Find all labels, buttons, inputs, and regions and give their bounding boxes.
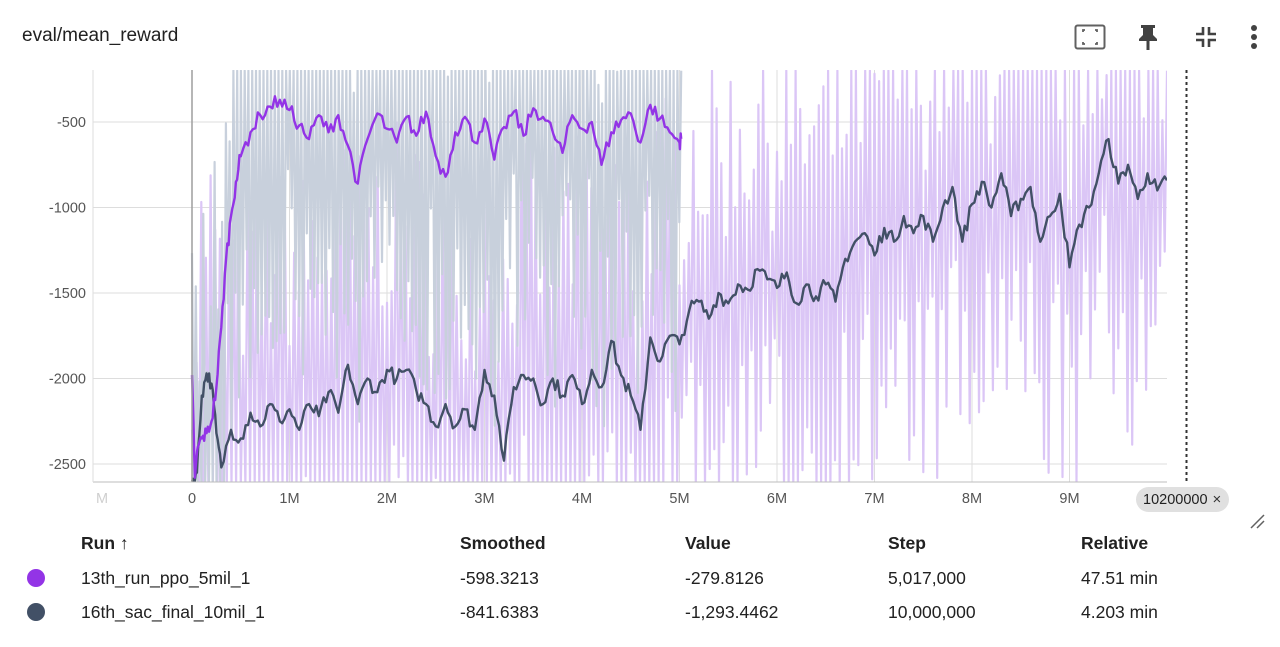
y-tick-label: -1500 [49,286,86,302]
pin-icon [1139,25,1157,50]
resize-handle-icon[interactable] [1248,512,1266,530]
smoothed-series-layer [190,95,1167,484]
column-header-run[interactable]: Run ↑ [81,533,129,553]
column-header-relative[interactable]: Relative [1081,533,1149,553]
x-tick-label: 0 [188,491,196,507]
ppo-smoothed-line[interactable] [190,95,683,479]
more-vert-icon [1251,25,1257,49]
ppo-raw-line [190,70,683,482]
raw-series-layer [190,70,1167,482]
x-tick-label: 1M [279,491,299,507]
relative-time: 47.51 min [1081,568,1158,588]
x-tick-label: 3M [474,491,494,507]
x-tick-label: 7M [864,491,884,507]
column-header-value[interactable]: Value [685,533,731,553]
y-tick-label: -2500 [49,457,86,473]
sac-smoothed-line[interactable] [190,137,1167,484]
raw-value: -279.8126 [685,568,764,588]
more-options-button[interactable] [1242,18,1266,56]
step-value: 10,000,000 [888,602,976,622]
x-tick-label: 4M [572,491,592,507]
step-value: 5,017,000 [888,568,966,588]
run-color-swatch[interactable] [27,603,45,621]
close-icon[interactable]: × [1212,491,1222,508]
run-name: 13th_run_ppo_5mil_1 [81,568,251,588]
smoothed-value: -841.6383 [460,602,539,622]
step-range-chip[interactable]: 10200000 × [1136,487,1230,512]
line-chart[interactable]: -500 -1000 -1500 -2000 -2500 0 1M 2M 3M 4M 5M 6M 7M 8… [0,62,1280,522]
collapse-button[interactable] [1184,18,1228,56]
fit-to-domain-icon [1074,24,1106,50]
x-tick-label-partial: M [96,491,108,507]
column-header-smoothed[interactable]: Smoothed [460,533,546,553]
raw-value: -1,293.4462 [685,602,779,622]
x-tick-label: 8M [962,491,982,507]
y-tick-label: -500 [57,115,86,131]
x-tick-label: 6M [767,491,787,507]
smoothed-value: -598.3213 [460,568,539,588]
chart-axes: -500 -1000 -1500 -2000 -2500 0 1M 2M 3M 4M 5M 6M 7M 8… [49,70,1188,507]
fit-to-domain-button[interactable] [1068,18,1112,56]
step-range-label: 10200000 [1143,491,1208,508]
column-header-step[interactable]: Step [888,533,926,553]
run-name: 16th_sac_final_10mil_1 [81,602,265,622]
y-tick-label: -2000 [49,372,86,388]
collapse-icon [1196,27,1216,47]
x-tick-label: 9M [1059,491,1079,507]
pin-button[interactable] [1126,18,1170,56]
y-tick-label: -1000 [49,201,86,217]
card-toolbar [1054,18,1266,56]
run-color-swatch[interactable] [27,569,45,587]
x-tick-label: 2M [377,491,397,507]
card-title: eval/mean_reward [22,25,179,46]
relative-time: 4.203 min [1081,602,1158,622]
x-tick-label: 5M [669,491,689,507]
